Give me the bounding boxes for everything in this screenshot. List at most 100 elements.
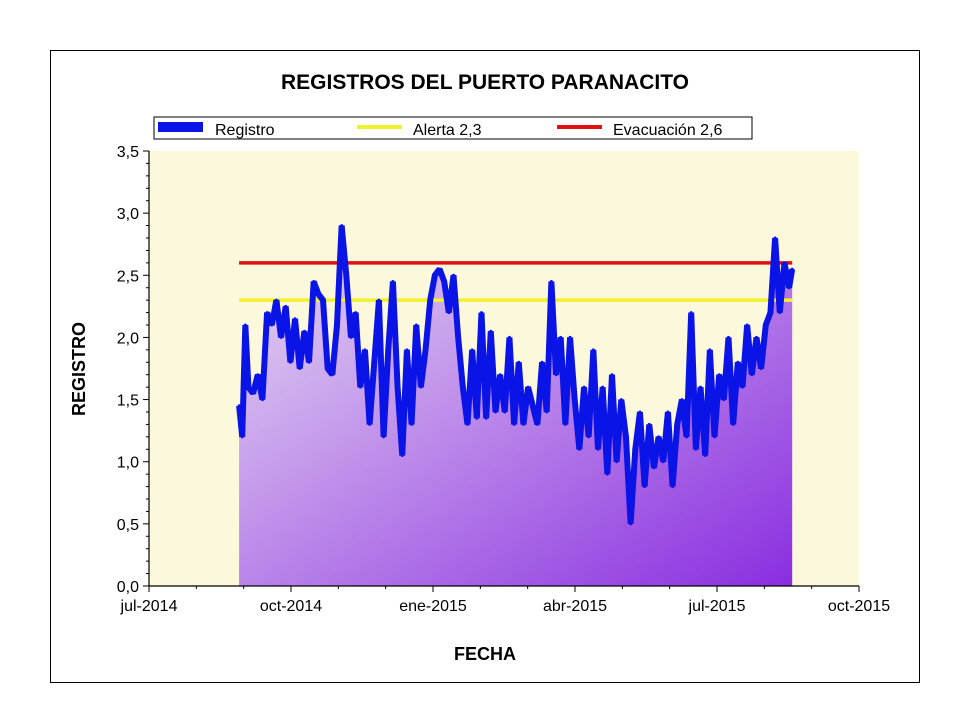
registro-point xyxy=(475,416,479,420)
registro-point xyxy=(573,398,577,402)
registro-point xyxy=(321,298,325,302)
axis-ticks: 0,0 0,5 1,0 1,5 2,0 2,5 3,0 3,5 jul-2014 oct-2014… xyxy=(117,144,890,615)
legend-swatch-registro xyxy=(158,122,203,132)
registro-point xyxy=(256,373,260,377)
registro-point xyxy=(713,435,717,439)
registro-point xyxy=(507,335,511,339)
registro-point xyxy=(410,422,414,426)
registro-point xyxy=(503,410,507,414)
registro-point xyxy=(629,522,633,526)
registro-point xyxy=(340,224,344,228)
registro-point xyxy=(386,348,390,352)
registro-point xyxy=(251,391,255,395)
registro-point xyxy=(773,236,777,240)
registro-point xyxy=(596,447,600,451)
registro-point xyxy=(288,360,292,364)
registro-point xyxy=(243,323,247,327)
registro-point xyxy=(615,460,619,464)
registro-point xyxy=(535,422,539,426)
registro-point xyxy=(433,273,437,277)
registro-point xyxy=(265,311,269,315)
registro-point xyxy=(643,485,647,489)
registro-point xyxy=(685,435,689,439)
registro-point xyxy=(554,373,558,377)
y-tick-label: 0,5 xyxy=(117,517,139,534)
registro-point xyxy=(302,329,306,333)
registro-point xyxy=(363,348,367,352)
registro-point xyxy=(657,435,661,439)
y-tick-label: 0,0 xyxy=(117,579,139,596)
registro-point xyxy=(354,311,358,315)
registro-point xyxy=(605,472,609,476)
registro-point xyxy=(316,292,320,296)
registro-point xyxy=(694,447,698,451)
registro-point xyxy=(778,311,782,315)
registro-point xyxy=(419,385,423,389)
legend-box xyxy=(153,116,753,140)
registro-point xyxy=(240,435,244,439)
x-tick-label: ene-2015 xyxy=(399,598,467,615)
registro-point xyxy=(405,348,409,352)
y-tick-label: 2,5 xyxy=(117,268,139,285)
registro-point xyxy=(521,422,525,426)
chart-title: REGISTROS DEL PUERTO PARANACITO xyxy=(281,71,689,94)
registro-point xyxy=(661,460,665,464)
registro-point xyxy=(424,348,428,352)
registro-point xyxy=(782,261,786,265)
registro-point xyxy=(764,323,768,327)
registro-point xyxy=(270,323,274,327)
registro-point xyxy=(372,360,376,364)
chart-frame: REGISTROS DEL PUERTO PARANACITO Registro… xyxy=(50,50,920,683)
registro-point xyxy=(274,298,278,302)
registro-point xyxy=(517,360,521,364)
registro-point xyxy=(563,422,567,426)
legend-label-evacuacion: Evacuación 2,6 xyxy=(613,122,723,139)
x-tick-label: abr-2015 xyxy=(543,598,607,615)
registro-point xyxy=(768,311,772,315)
registro-point xyxy=(344,273,348,277)
registro-point xyxy=(531,404,535,408)
registro-point xyxy=(577,447,581,451)
registro-point xyxy=(260,398,264,402)
registro-point xyxy=(284,304,288,308)
x-tick-label: oct-2014 xyxy=(260,598,322,615)
registro-point xyxy=(512,422,516,426)
registro-point xyxy=(671,485,675,489)
legend-label-registro: Registro xyxy=(215,122,275,139)
registro-point xyxy=(298,367,302,370)
x-tick-label: jul-2014 xyxy=(120,598,178,615)
registro-point xyxy=(736,360,740,364)
registro-point xyxy=(633,447,637,451)
registro-point xyxy=(652,466,656,470)
registro-point xyxy=(442,280,446,283)
reference-lines xyxy=(239,261,793,302)
registro-point xyxy=(330,373,334,377)
registro-point xyxy=(349,335,353,339)
registro-point xyxy=(465,422,469,426)
registro-point xyxy=(447,311,451,315)
registro-point xyxy=(326,367,330,370)
registro-point xyxy=(391,280,395,283)
y-axis-title: REGISTRO xyxy=(69,322,89,416)
registro-point xyxy=(754,335,758,339)
registro-point xyxy=(559,335,563,339)
registro-point xyxy=(498,373,502,377)
legend-label-alerta: Alerta 2,3 xyxy=(413,122,482,139)
registro-point xyxy=(382,435,386,439)
registro-point xyxy=(400,454,404,457)
registro-point xyxy=(722,398,726,402)
legend: Registro Alerta 2,3 Evacuación 2,6 xyxy=(153,116,753,140)
registro-point xyxy=(549,280,553,283)
y-tick-label: 3,0 xyxy=(117,206,139,223)
registro-point xyxy=(750,373,754,377)
registro-point xyxy=(689,311,693,315)
registro-point xyxy=(703,454,707,457)
registro-point xyxy=(568,335,572,339)
registro-point xyxy=(452,273,456,277)
registro-point xyxy=(587,435,591,439)
registro-point xyxy=(591,348,595,352)
registro-point xyxy=(312,280,316,283)
registro-point xyxy=(545,410,549,414)
y-tick-label: 1,5 xyxy=(117,393,139,410)
registro-point xyxy=(745,323,749,327)
